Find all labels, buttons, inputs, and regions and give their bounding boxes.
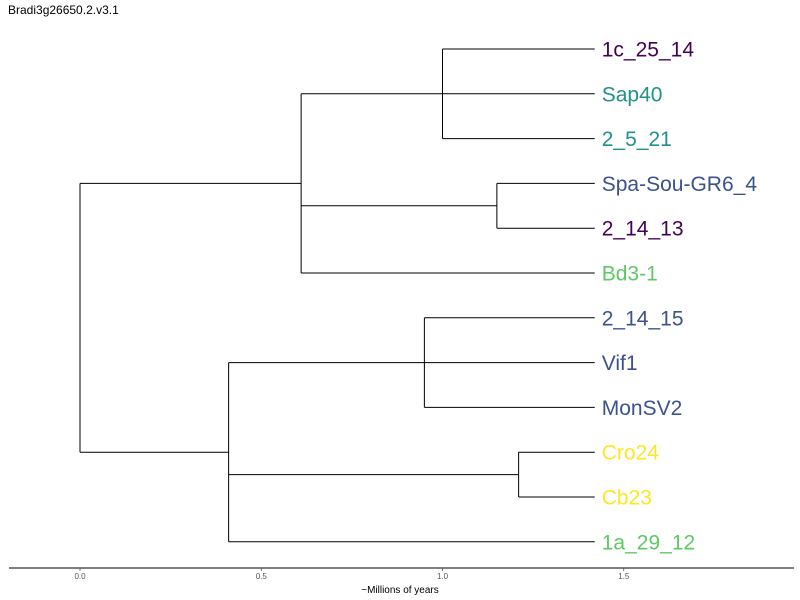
leaf-labels-group: 1c_25_14 Sap40 2_5_21 Spa-Sou-GR6_4 2_14_13 B… (602, 39, 758, 555)
leaf-label: MonSV2 (602, 397, 683, 420)
x-tick-label: 0.5 (256, 572, 268, 581)
x-tick-label: 0.0 (74, 572, 86, 581)
chart-title: Bradi3g26650.2.v3.1 (8, 3, 119, 17)
leaf-label: 2_5_21 (602, 128, 672, 151)
leaf-label: 1a_29_12 (602, 531, 695, 554)
x-tick-label: 1.0 (437, 572, 449, 581)
leaf-label: 2_14_15 (602, 307, 684, 330)
branches-group (79, 48, 595, 543)
leaf-label: Spa-Sou-GR6_4 (602, 173, 758, 196)
x-axis-ticks: 0.0 0.5 1.0 1.5 (74, 568, 630, 581)
leaf-label: Bd3-1 (602, 263, 658, 286)
leaf-label: Vif1 (602, 352, 638, 375)
leaf-label: 1c_25_14 (602, 39, 695, 62)
leaf-label: Cro24 (602, 442, 660, 465)
leaf-label: Cb23 (602, 487, 652, 510)
leaf-label: 2_14_13 (602, 218, 684, 241)
x-tick-label: 1.5 (618, 572, 630, 581)
leaf-label: Sap40 (602, 83, 663, 106)
x-axis-label: ~Millions of years (361, 585, 439, 596)
